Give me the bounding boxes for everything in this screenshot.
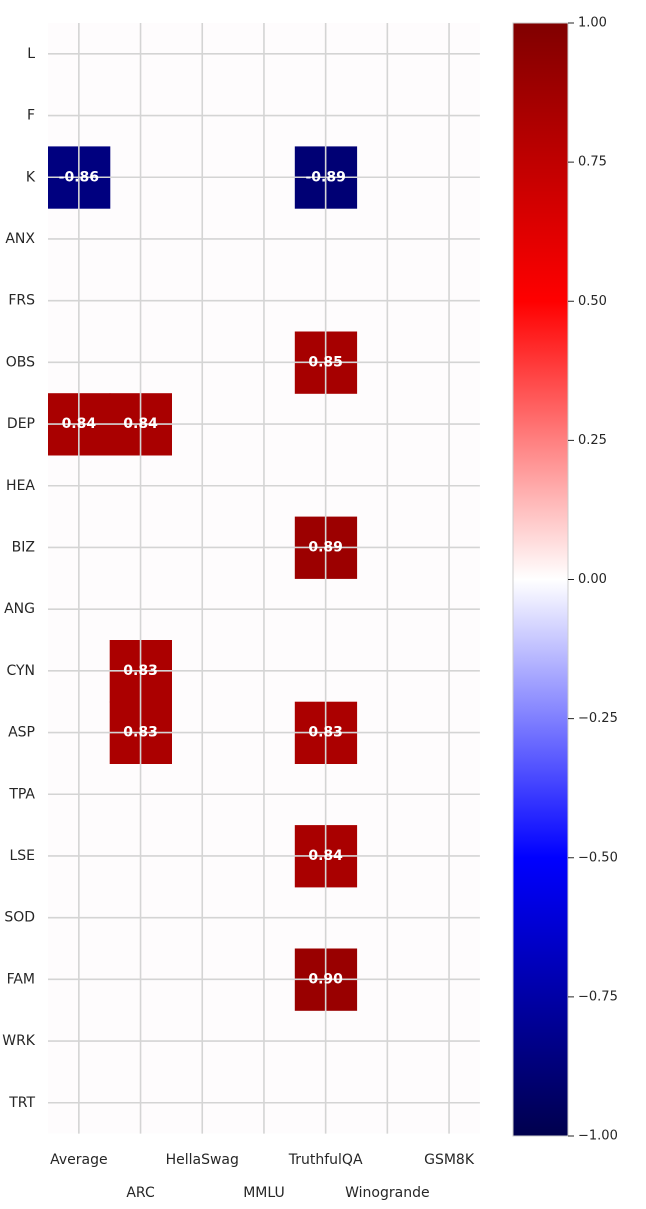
colorbar-tick-label-2: 0.50 (578, 294, 607, 309)
y-tick-label-tpa: TPA (8, 786, 35, 802)
colorbar-gradient (512, 22, 569, 1137)
x-tick-label-gsm8k: GSM8K (424, 1152, 475, 1168)
cell-label-truthfulqa-obs: 0.85 (308, 354, 343, 370)
colorbar-tick-label-1: 0.75 (578, 155, 607, 170)
y-tick-label-anx: ANX (5, 231, 35, 247)
y-tick-label-k: K (26, 169, 36, 185)
y-tick-label-lse: LSE (9, 848, 35, 864)
y-tick-label-biz: BIZ (12, 539, 35, 555)
y-tick-label-asp: ASP (8, 725, 35, 741)
y-tick-label-hea: HEA (6, 478, 35, 494)
colorbar-tick-label-8: −1.00 (578, 1129, 618, 1144)
x-tick-label-hellaswag: HellaSwag (166, 1152, 239, 1168)
colorbar-tick-label-6: −0.50 (578, 850, 618, 865)
x-tick-label-mmlu: MMLU (243, 1185, 285, 1201)
y-tick-label-cyn: CYN (6, 663, 35, 679)
y-tick-label-sod: SOD (4, 910, 35, 926)
y-tick-label-fam: FAM (7, 971, 35, 987)
cell-label-arc-asp: 0.83 (123, 725, 158, 741)
cell-label-truthfulqa-asp: 0.83 (308, 725, 343, 741)
y-tick-label-l: L (27, 46, 35, 62)
colorbar-tick-label-0: 1.00 (578, 16, 607, 31)
colorbar-tick-label-3: 0.25 (578, 433, 607, 448)
y-axis-tick-labels: L F K ANX FRS OBS DEP HEA BIZ ANG CYN ASP TPA LSE SOD F… (2, 46, 36, 1111)
gridlines (48, 23, 480, 1134)
cell-label-average-k: -0.86 (59, 169, 99, 185)
x-tick-label-truthfulqa: TruthfulQA (288, 1152, 363, 1168)
cell-value-labels: -0.86 -0.89 0.85 0.84 0.84 0.89 0.83 0.83 0.83 0.… (59, 169, 346, 987)
cell-label-truthfulqa-lse: 0.84 (308, 848, 343, 864)
cell-label-arc-cyn: 0.83 (123, 663, 158, 679)
cell-label-average-dep: 0.84 (62, 416, 97, 432)
colorbar: 1.00 0.75 0.50 0.25 0.00 −0.25 −0.50 −0.75 −1.00 (512, 16, 618, 1144)
colorbar-tick-label-5: −0.25 (578, 711, 618, 726)
colorbar-tick-label-4: 0.00 (578, 572, 607, 587)
x-axis-tick-labels: Average ARC HellaSwag MMLU TruthfulQA Winogra… (50, 1152, 475, 1201)
y-tick-label-dep: DEP (7, 416, 35, 432)
cell-label-arc-dep: 0.84 (123, 416, 158, 432)
y-tick-label-f: F (27, 108, 35, 124)
y-tick-label-trt: TRT (8, 1095, 35, 1111)
y-tick-label-ang: ANG (4, 601, 35, 617)
x-tick-label-average: Average (50, 1152, 108, 1168)
x-tick-label-winogrande: Winogrande (345, 1185, 429, 1201)
y-tick-label-obs: OBS (6, 354, 35, 370)
y-tick-label-frs: FRS (8, 293, 35, 309)
colorbar-tick-label-7: −0.75 (578, 989, 618, 1004)
x-tick-label-arc: ARC (126, 1185, 155, 1201)
cell-label-truthfulqa-biz: 0.89 (308, 539, 343, 555)
cell-label-truthfulqa-k: -0.89 (305, 169, 345, 185)
cell-label-truthfulqa-fam: 0.90 (308, 971, 343, 987)
y-tick-label-wrk: WRK (2, 1033, 36, 1049)
